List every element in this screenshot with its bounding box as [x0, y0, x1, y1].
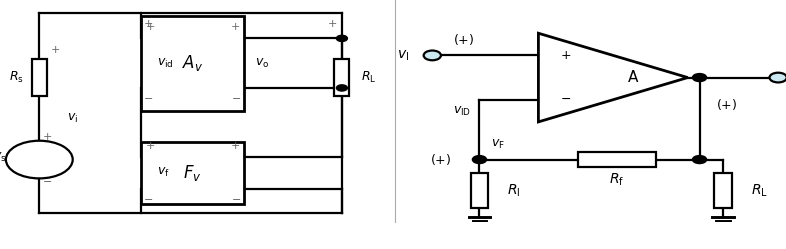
Bar [141, 15, 244, 111]
Text: +: + [50, 45, 60, 55]
Text: +: + [144, 19, 153, 29]
Circle shape [336, 85, 347, 91]
Text: −: − [144, 195, 153, 205]
Bar [335, 59, 350, 96]
Circle shape [472, 156, 487, 164]
Bar [141, 142, 244, 204]
Text: $R_{\rm L}$: $R_{\rm L}$ [362, 70, 376, 85]
Circle shape [769, 73, 786, 82]
Text: −: − [144, 94, 153, 104]
Circle shape [6, 141, 73, 178]
Text: −: − [232, 94, 241, 104]
Bar [714, 173, 732, 208]
Text: $(+)$: $(+)$ [717, 97, 737, 112]
Text: $R_{\rm L}$: $R_{\rm L}$ [751, 182, 768, 199]
Text: $v_{\rm i}$: $v_{\rm i}$ [67, 112, 78, 125]
Text: $R_{\rm f}$: $R_{\rm f}$ [609, 171, 625, 188]
Text: +: + [42, 132, 52, 142]
Text: $R_{\rm l}$: $R_{\rm l}$ [507, 182, 520, 199]
Circle shape [336, 35, 347, 42]
Circle shape [424, 51, 441, 60]
Text: −: − [232, 195, 241, 205]
Circle shape [692, 73, 707, 82]
Text: $v_{\rm F}$: $v_{\rm F}$ [491, 137, 505, 151]
Text: −: − [560, 93, 571, 106]
Text: $v_{\rm s}$: $v_{\rm s}$ [0, 151, 7, 164]
Text: $R_{\rm s}$: $R_{\rm s}$ [9, 70, 24, 85]
Bar [471, 173, 488, 208]
Text: $A_v$: $A_v$ [182, 53, 204, 73]
Text: $v_{\rm ID}$: $v_{\rm ID}$ [454, 105, 472, 119]
Text: +: + [328, 19, 336, 29]
Text: +: + [145, 141, 155, 151]
Text: +: + [560, 49, 571, 62]
Text: $(+)$: $(+)$ [454, 32, 474, 47]
Text: $(+)$: $(+)$ [430, 152, 450, 167]
Text: $F_v$: $F_v$ [183, 163, 202, 183]
Text: +: + [145, 22, 155, 32]
Bar [578, 152, 656, 167]
Text: $v_{\rm id}$: $v_{\rm id}$ [157, 57, 174, 70]
Circle shape [692, 156, 707, 164]
Text: $v_{\rm I}$: $v_{\rm I}$ [397, 48, 409, 62]
Text: −: − [42, 177, 52, 187]
Text: +: + [230, 22, 240, 32]
Text: A: A [627, 70, 638, 85]
Text: +: + [230, 141, 240, 151]
Text: $v_{\rm o}$: $v_{\rm o}$ [255, 57, 270, 70]
Text: $v_{\rm f}$: $v_{\rm f}$ [157, 166, 170, 180]
Bar [32, 59, 47, 96]
